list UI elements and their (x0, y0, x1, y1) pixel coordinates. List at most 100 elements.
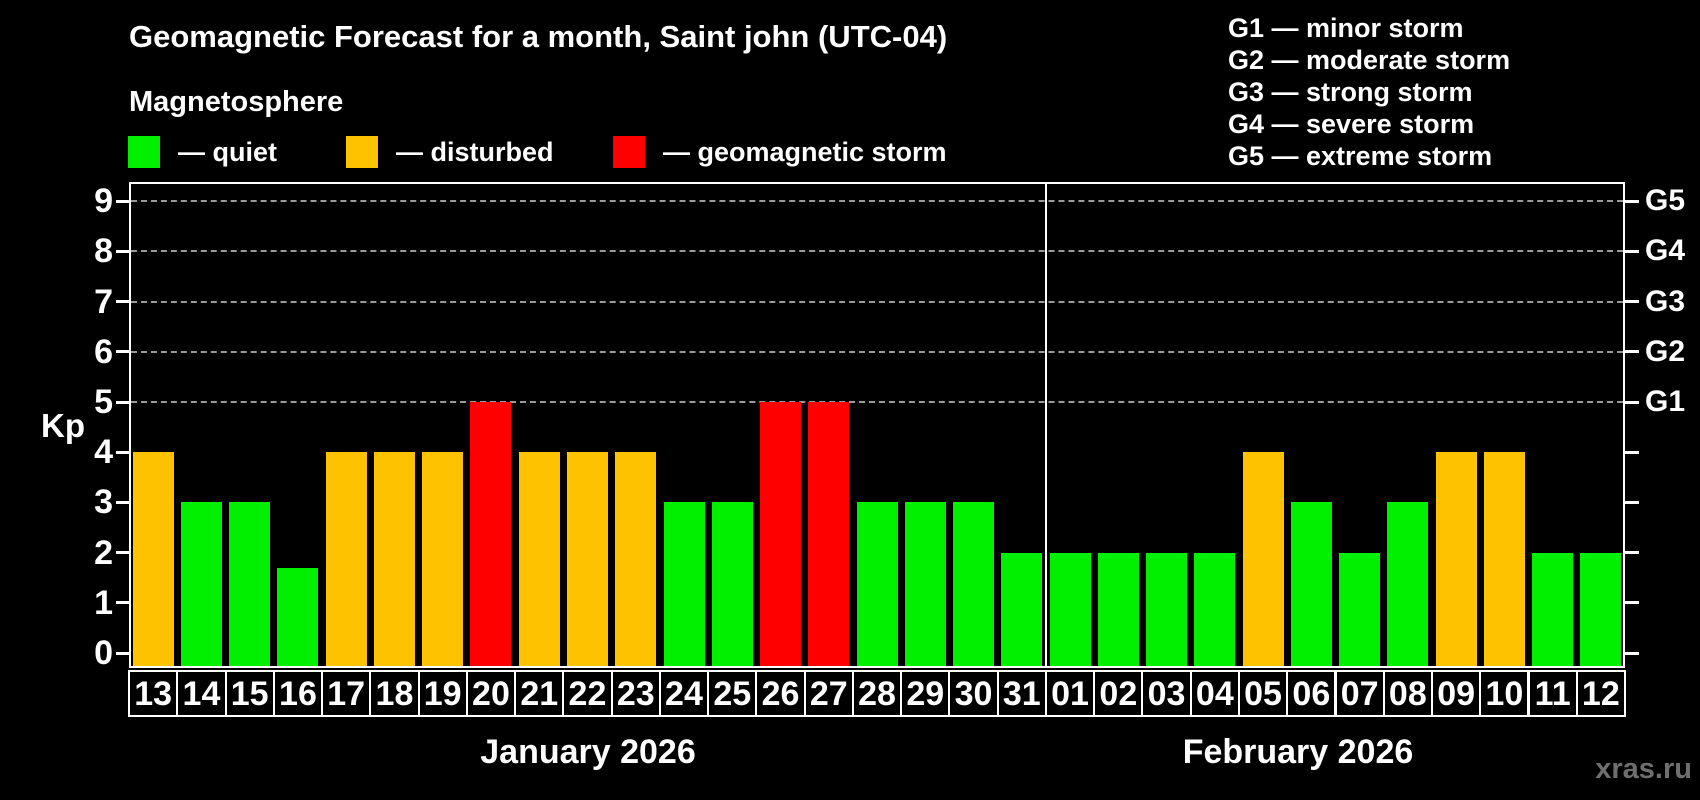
kp-bar-january-26 (760, 402, 801, 666)
g-axis-label-g4: G4 (1645, 234, 1686, 268)
day-label-january-14: 14 (176, 670, 227, 717)
g-axis-label-g5: G5 (1645, 184, 1686, 218)
day-label-january-21: 21 (514, 670, 565, 717)
kp-bar-february-09 (1435, 452, 1477, 666)
watermark: xras.ru (1595, 753, 1692, 785)
day-label-january-17: 17 (321, 670, 372, 717)
kp-bar-january-17 (325, 452, 367, 666)
quiet-label: — quiet (178, 136, 277, 167)
y-tick-label-9: 9 (94, 182, 113, 221)
y-tick-label-0: 0 (94, 634, 113, 672)
y-tick-right-4 (1625, 450, 1639, 454)
disturbed-color-swatch (346, 136, 378, 168)
day-label-february-09: 09 (1431, 670, 1482, 717)
storm-label: — geomagnetic storm (663, 136, 947, 167)
storm-scale-g1: G1 — minor storm (1228, 13, 1464, 43)
day-label-january-25: 25 (707, 670, 758, 717)
y-tick-left-2 (116, 551, 129, 555)
month-label-january: January 2026 (480, 733, 696, 771)
day-label-february-07: 07 (1334, 670, 1385, 717)
g-axis-label-g2: G2 (1645, 334, 1686, 368)
kp-bar-january-23 (615, 452, 657, 666)
y-tick-right-9 (1625, 199, 1639, 203)
kp-bar-january-18 (373, 452, 415, 666)
kp-bar-january-14 (180, 502, 222, 666)
gridline-kp6 (131, 350, 1623, 353)
y-tick-left-0 (116, 651, 129, 655)
gridline-kp7 (131, 300, 1623, 303)
day-label-january-29: 29 (900, 670, 951, 717)
kp-bar-january-15 (229, 502, 271, 666)
day-label-february-05: 05 (1237, 670, 1289, 717)
kp-bar-february-03 (1146, 552, 1187, 666)
y-tick-left-4 (116, 450, 129, 454)
day-label-january-19: 19 (417, 670, 468, 717)
y-tick-right-0 (1625, 651, 1639, 655)
day-label-february-12: 12 (1575, 670, 1626, 717)
y-tick-left-9 (116, 199, 129, 203)
y-tick-right-3 (1625, 500, 1639, 504)
y-tick-right-6 (1625, 350, 1639, 354)
storm-scale-g3: G3 — strong storm (1228, 77, 1473, 107)
y-tick-right-2 (1625, 551, 1639, 555)
month-label-february: February 2026 (1182, 733, 1414, 771)
day-label-january-13: 13 (128, 670, 179, 717)
day-label-january-18: 18 (369, 670, 420, 717)
kp-bar-january-25 (711, 502, 753, 666)
kp-bar-january-22 (567, 452, 608, 666)
day-label-january-15: 15 (224, 670, 275, 717)
kp-bar-february-12 (1580, 552, 1622, 666)
day-label-february-04: 04 (1189, 670, 1240, 717)
y-tick-right-8 (1625, 249, 1639, 253)
kp-bar-january-30 (953, 502, 994, 666)
kp-bar-january-29 (904, 502, 946, 666)
legend-item-disturbed: — disturbed (346, 136, 554, 168)
kp-bar-january-28 (856, 502, 898, 666)
day-label-january-20: 20 (465, 670, 517, 717)
y-tick-left-3 (116, 500, 129, 504)
day-label-february-01: 01 (1044, 670, 1096, 717)
kp-bar-february-07 (1339, 552, 1381, 666)
y-tick-label-3: 3 (94, 483, 113, 522)
kp-bar-february-11 (1532, 552, 1574, 666)
kp-bar-february-08 (1387, 502, 1429, 666)
y-tick-label-1: 1 (94, 583, 113, 622)
kp-bar-january-31 (1001, 552, 1043, 666)
day-label-february-11: 11 (1527, 670, 1578, 717)
y-tick-left-6 (116, 350, 129, 354)
day-label-february-06: 06 (1286, 670, 1337, 717)
g-axis-label-g3: G3 (1645, 284, 1686, 318)
y-tick-label-8: 8 (94, 232, 113, 271)
kp-bar-february-04 (1194, 552, 1236, 666)
y-tick-left-8 (116, 249, 129, 253)
y-tick-right-5 (1625, 400, 1639, 404)
day-label-february-08: 08 (1382, 670, 1433, 717)
storm-scale-g4: G4 — severe storm (1228, 109, 1475, 139)
y-tick-left-7 (116, 300, 129, 304)
storm-color-swatch (613, 136, 645, 168)
gridline-kp9 (131, 200, 1623, 203)
legend-item-storm: — geomagnetic storm (613, 136, 947, 168)
day-label-january-27: 27 (803, 670, 854, 717)
month-separator (1044, 184, 1047, 666)
day-label-january-28: 28 (851, 670, 903, 717)
y-tick-label-7: 7 (94, 282, 113, 321)
day-label-january-24: 24 (658, 670, 710, 717)
storm-scale-legend: G1 — minor storm G2 — moderate storm G3 … (1228, 12, 1510, 172)
y-tick-left-1 (116, 601, 129, 605)
day-label-january-22: 22 (562, 670, 613, 717)
gridline-kp8 (131, 250, 1623, 253)
magnetosphere-label: Magnetosphere (129, 86, 344, 118)
day-label-january-16: 16 (272, 670, 324, 717)
kp-bar-february-06 (1290, 502, 1332, 666)
chart-title: Geomagnetic Forecast for a month, Saint … (129, 19, 948, 54)
day-label-february-10: 10 (1479, 670, 1530, 717)
gridline-kp5 (131, 401, 1623, 403)
kp-bar-january-13 (132, 452, 174, 666)
quiet-color-swatch (128, 136, 160, 168)
day-label-january-31: 31 (996, 670, 1047, 717)
g-axis-label-g1: G1 (1645, 385, 1686, 418)
day-label-january-26: 26 (755, 670, 806, 717)
disturbed-label: — disturbed (396, 136, 554, 167)
